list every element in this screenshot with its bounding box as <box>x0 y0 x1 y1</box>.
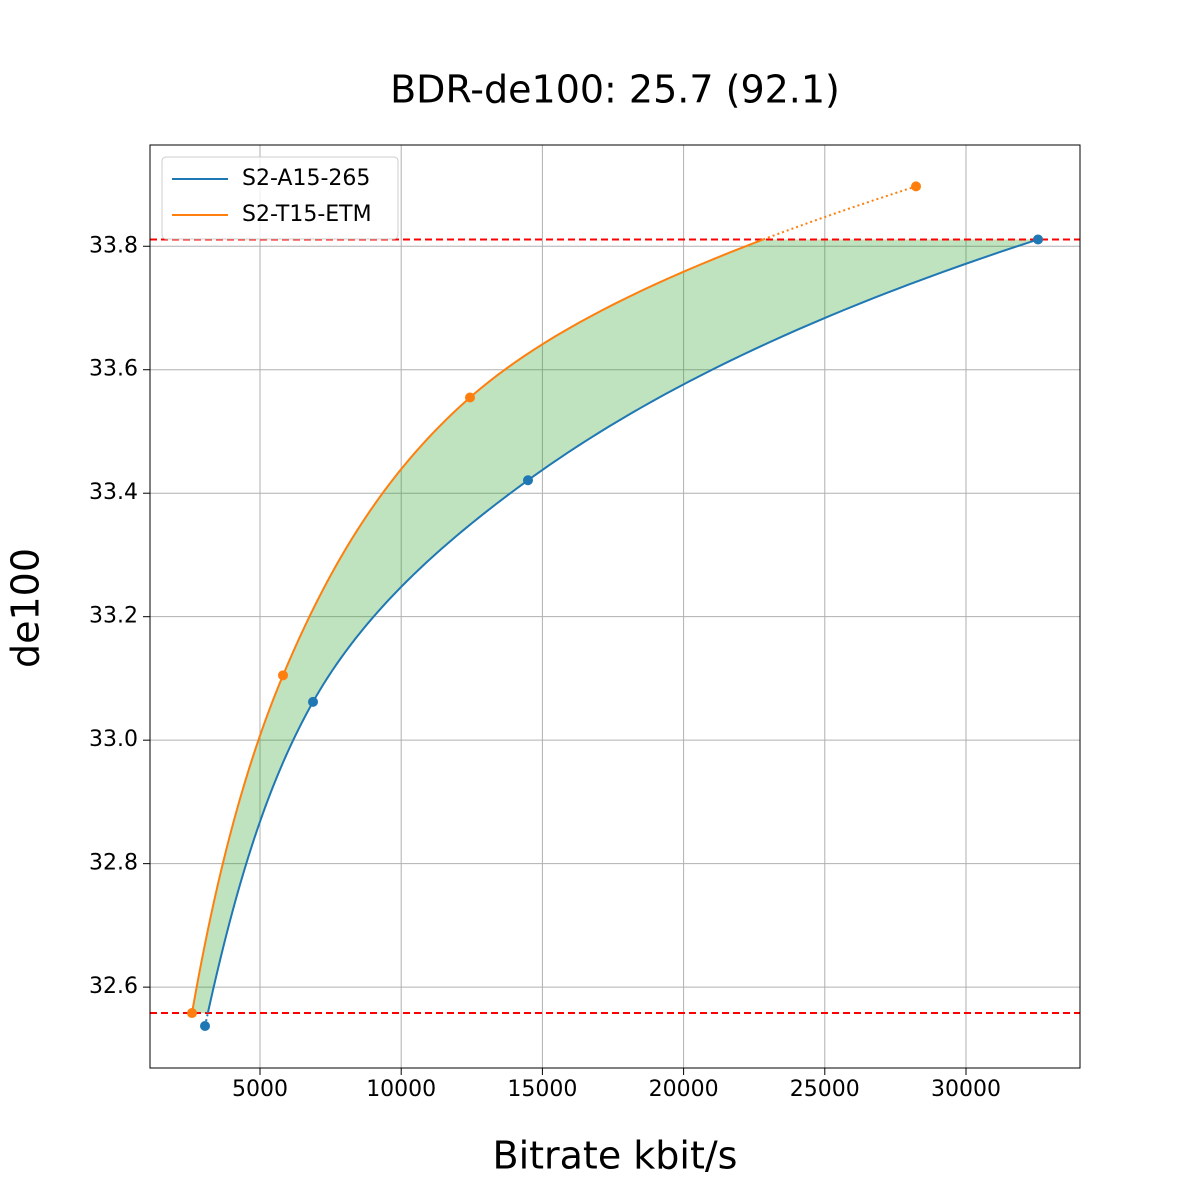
plot-frame <box>149 144 1081 1069</box>
chart-title: BDR-de100: 25.7 (92.1) <box>390 68 840 112</box>
x-tick-label: 25000 <box>790 1077 860 1102</box>
data-point <box>911 181 922 192</box>
x-axis-label: Bitrate kbit/s <box>493 1134 738 1178</box>
legend-label: S2-A15-265 <box>242 166 370 191</box>
y-tick-label: 33.8 <box>89 233 138 258</box>
y-axis-label: de100 <box>4 548 48 668</box>
y-tick-label: 33.6 <box>89 357 138 382</box>
series-extrapolation <box>762 185 917 241</box>
y-tick-label: 33.0 <box>89 727 138 752</box>
legend: S2-A15-265 S2-T15-ETM <box>161 156 399 240</box>
series-line <box>206 238 1039 1014</box>
data-point <box>1033 234 1044 245</box>
x-tick-label: 10000 <box>366 1077 436 1102</box>
x-tick-label: 5000 <box>232 1077 288 1102</box>
fill-area <box>191 239 1039 1014</box>
data-point <box>522 475 533 486</box>
data-point <box>186 1008 197 1019</box>
x-tick-label: 20000 <box>649 1077 719 1102</box>
legend-label: S2-T15-ETM <box>242 202 372 227</box>
x-tick-label: 15000 <box>507 1077 577 1102</box>
data-point <box>308 696 319 707</box>
legend-box <box>161 156 399 240</box>
y-tick-label: 32.6 <box>89 974 138 999</box>
y-tick-label: 33.4 <box>89 480 138 505</box>
data-point <box>200 1021 211 1032</box>
data-point <box>464 392 475 403</box>
data-point <box>278 670 289 681</box>
series-line <box>191 238 764 1014</box>
y-tick-label: 33.2 <box>89 604 138 629</box>
y-tick-label: 32.8 <box>89 851 138 876</box>
x-tick-label: 30000 <box>931 1077 1001 1102</box>
series-extrapolation <box>204 1012 209 1027</box>
